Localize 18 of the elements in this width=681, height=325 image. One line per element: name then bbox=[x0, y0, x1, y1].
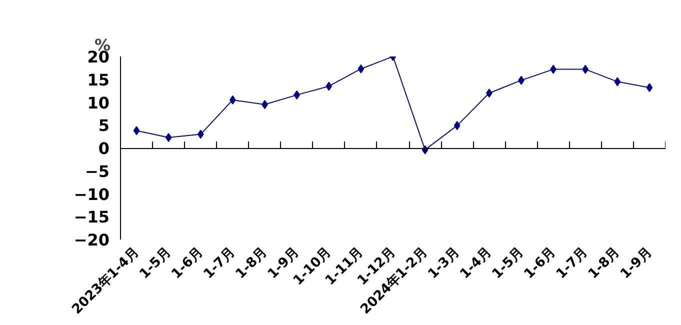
y-tick-label: 15 bbox=[87, 70, 110, 90]
point bbox=[133, 126, 140, 136]
point bbox=[358, 64, 364, 74]
y-tick-label: −20 bbox=[74, 230, 110, 250]
y-tick-label: −10 bbox=[74, 184, 110, 204]
point bbox=[197, 130, 204, 139]
point bbox=[646, 83, 653, 92]
x-tick-label: 1-9月 bbox=[618, 245, 655, 282]
point bbox=[614, 77, 621, 86]
point bbox=[326, 82, 332, 91]
y-tick-label: −15 bbox=[74, 208, 110, 227]
point bbox=[165, 132, 172, 142]
y-tick-label: −5 bbox=[84, 162, 110, 181]
y-tick-label: 10 bbox=[87, 93, 110, 112]
point bbox=[454, 121, 460, 130]
y-tick-label: 5 bbox=[98, 116, 110, 136]
point bbox=[582, 64, 589, 74]
y-tick-label: 0 bbox=[98, 139, 110, 158]
